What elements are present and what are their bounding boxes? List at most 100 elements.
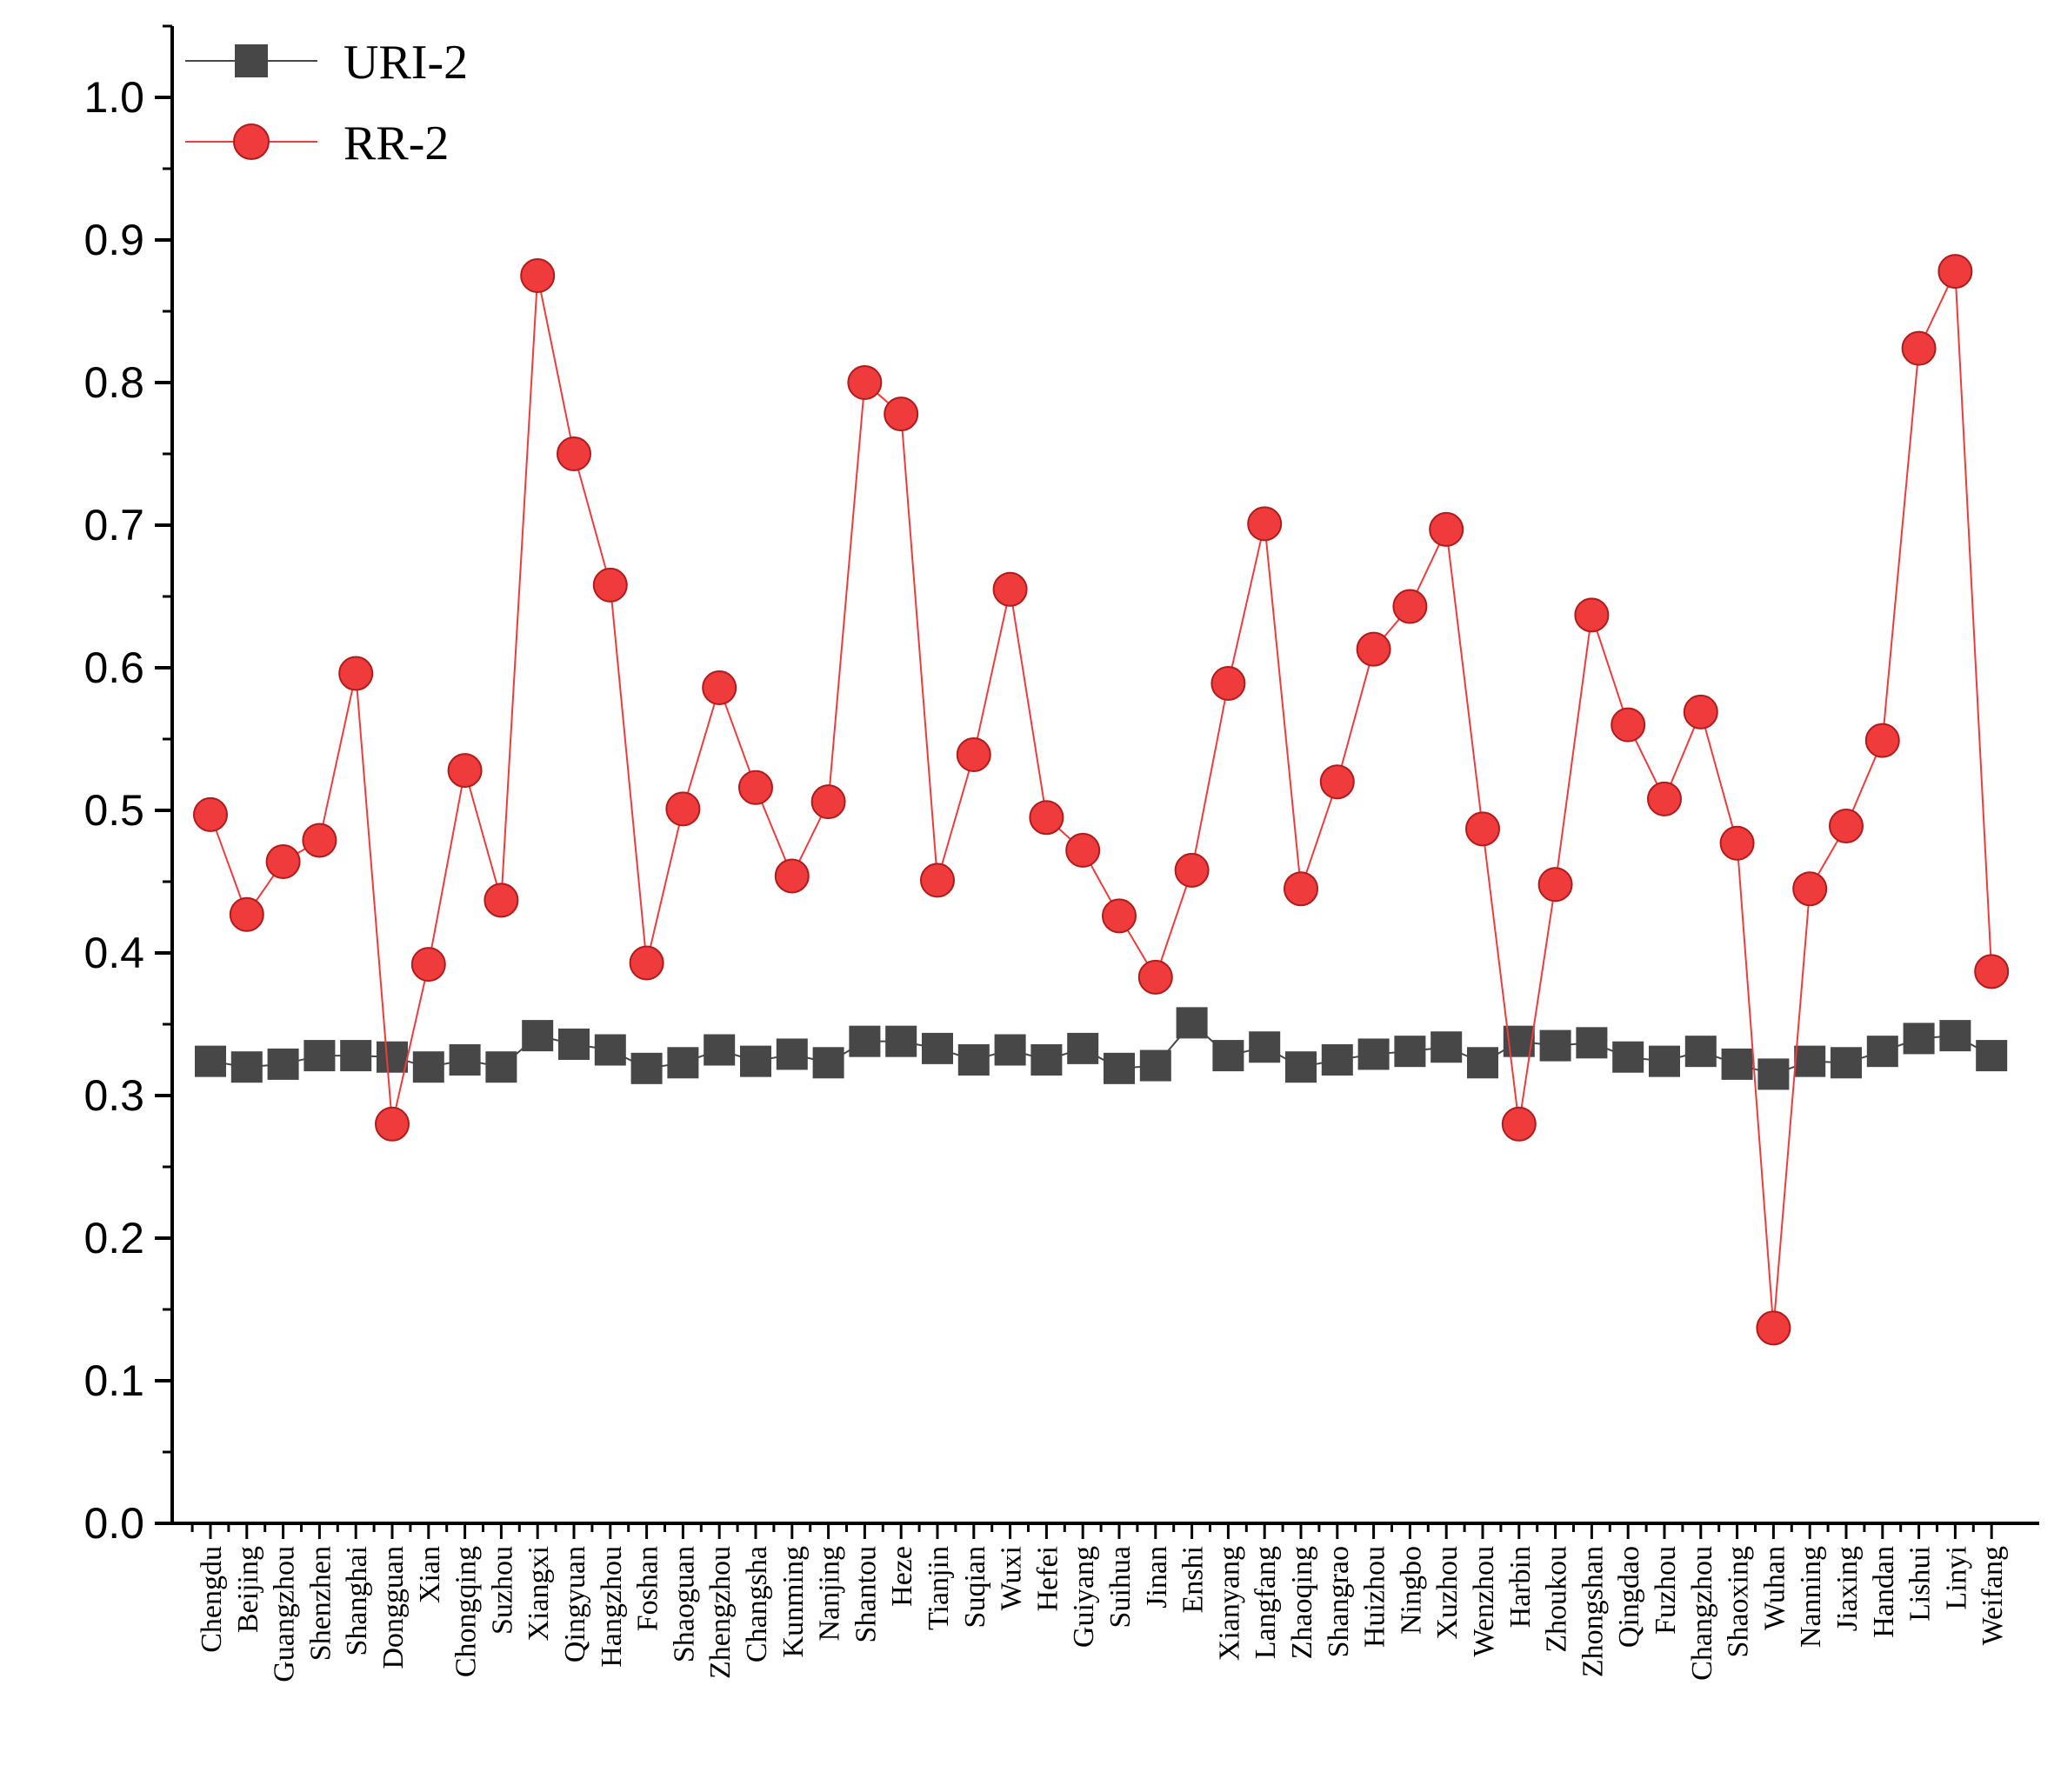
x-tick-label: Lishui (1904, 1546, 1937, 1622)
x-tick-label: Wenzhou (1468, 1546, 1500, 1657)
data-point-uri-2 (1285, 1051, 1317, 1083)
x-tick-label: Foshan (632, 1546, 664, 1631)
data-point-rr-2 (774, 858, 810, 894)
y-tick-label: 0.8 (83, 358, 144, 407)
x-tick-label: Huizhou (1359, 1546, 1391, 1648)
x-tick-label: Wuxi (996, 1546, 1028, 1610)
data-point-rr-2 (229, 896, 264, 932)
x-tick-label: Xianyang (1213, 1546, 1245, 1661)
data-point-rr-2 (1319, 764, 1355, 800)
data-point-uri-2 (776, 1038, 808, 1070)
series-rr-2 (193, 254, 2010, 1346)
data-point-rr-2 (956, 737, 991, 773)
data-point-uri-2 (1394, 1036, 1426, 1068)
data-point-uri-2 (1357, 1038, 1390, 1070)
y-tick-label: 0.3 (83, 1071, 144, 1120)
y-tick-label: 0.4 (83, 929, 144, 977)
legend-label-rr-2: RR-2 (343, 117, 449, 170)
y-tick-label: 0.7 (83, 501, 144, 550)
data-point-uri-2 (1067, 1032, 1099, 1064)
data-point-rr-2 (193, 796, 228, 832)
data-point-rr-2 (338, 656, 374, 691)
series-uri-2 (195, 1007, 2008, 1090)
y-tick-label: 0.5 (83, 786, 144, 835)
data-point-uri-2 (1539, 1029, 1571, 1062)
data-point-rr-2 (1501, 1106, 1537, 1142)
data-point-uri-2 (740, 1045, 771, 1077)
data-point-rr-2 (447, 753, 483, 789)
data-point-uri-2 (195, 1045, 226, 1077)
data-point-rr-2 (1719, 825, 1755, 861)
x-tick-label: Hangzhou (596, 1546, 628, 1668)
data-point-rr-2 (1647, 781, 1682, 816)
axes: 0.0 0.1 0.2 0.3 0.4 0.5 0.6 0.7 0.8 0.9 1.0 Chengdu… (83, 24, 2039, 1682)
x-tick-label: Changzhou (1686, 1546, 1718, 1681)
data-point-uri-2 (1321, 1044, 1353, 1076)
data-point-uri-2 (1866, 1036, 1898, 1068)
x-tick-label: Guangzhou (269, 1546, 301, 1682)
data-point-rr-2 (1756, 1310, 1791, 1346)
data-point-uri-2 (1649, 1045, 1680, 1077)
x-tick-label: Changsha (741, 1546, 773, 1662)
data-point-uri-2 (412, 1051, 444, 1083)
data-point-rr-2 (375, 1106, 410, 1142)
legend: URI-2 RR-2 (185, 36, 468, 170)
data-point-uri-2 (1684, 1036, 1717, 1068)
data-point-uri-2 (849, 1025, 881, 1057)
x-tick-label: Shantou (850, 1546, 882, 1642)
data-point-rr-2 (1174, 852, 1210, 888)
x-tick-label: Qingdao (1613, 1546, 1645, 1648)
x-tick-label: Dongguan (377, 1546, 410, 1669)
data-point-rr-2 (920, 863, 955, 898)
x-tick-label: Heze (886, 1546, 918, 1607)
x-tick-label: Enshi (1177, 1546, 1210, 1613)
data-point-uri-2 (1576, 1027, 1608, 1059)
data-point-uri-2 (885, 1025, 917, 1057)
x-tick-label: Hefei (1031, 1546, 1064, 1612)
data-point-rr-2 (1901, 330, 1937, 366)
series-line-rr-2 (210, 270, 1993, 1329)
data-point-rr-2 (1065, 832, 1101, 868)
data-point-rr-2 (1792, 871, 1828, 907)
x-tick-label: Shangrao (1323, 1546, 1355, 1657)
x-tick-label: Nanning (1795, 1546, 1827, 1648)
data-point-rr-2 (1465, 811, 1500, 847)
x-tick-label: Handan (1868, 1546, 1900, 1638)
data-point-uri-2 (1794, 1045, 1826, 1077)
x-tick-label: Weifang (1977, 1546, 2009, 1645)
x-tick-label: Chongqing (450, 1546, 483, 1677)
x-tick-label: Tianjin (923, 1546, 955, 1630)
data-point-rr-2 (702, 670, 737, 705)
x-tick-label: Zhaoqing (1286, 1546, 1318, 1659)
data-point-uri-2 (1430, 1031, 1463, 1063)
legend-marker-rr-2 (233, 123, 270, 160)
data-point-rr-2 (410, 947, 446, 983)
data-point-rr-2 (1537, 867, 1573, 903)
data-point-rr-2 (738, 769, 773, 805)
data-point-uri-2 (1104, 1052, 1135, 1084)
data-point-uri-2 (1903, 1023, 1935, 1055)
data-point-uri-2 (522, 1020, 554, 1052)
data-point-uri-2 (303, 1040, 336, 1072)
data-point-rr-2 (810, 784, 846, 820)
data-point-rr-2 (1356, 631, 1391, 667)
data-point-rr-2 (847, 365, 883, 400)
x-tick-label: Shaoxing (1723, 1546, 1755, 1657)
data-point-rr-2 (1102, 898, 1137, 934)
x-tick-label: Shanghai (341, 1546, 373, 1656)
data-point-uri-2 (1831, 1047, 1862, 1079)
x-tick-label: Zhoukou (1541, 1546, 1573, 1653)
data-point-rr-2 (1611, 707, 1646, 743)
data-point-rr-2 (557, 436, 591, 471)
x-tick-label: Beijing (232, 1546, 264, 1633)
data-point-uri-2 (485, 1051, 517, 1083)
x-tick-label: Suzhou (486, 1546, 518, 1635)
data-point-uri-2 (1757, 1058, 1790, 1090)
data-point-rr-2 (1284, 871, 1318, 907)
y-tick-label: 0.6 (83, 643, 144, 692)
data-point-rr-2 (1247, 506, 1283, 542)
data-point-uri-2 (1176, 1007, 1208, 1039)
data-point-rr-2 (302, 823, 337, 858)
x-tick-label: Qingyuan (559, 1546, 591, 1662)
x-tick-label: Shenzhen (304, 1546, 337, 1661)
